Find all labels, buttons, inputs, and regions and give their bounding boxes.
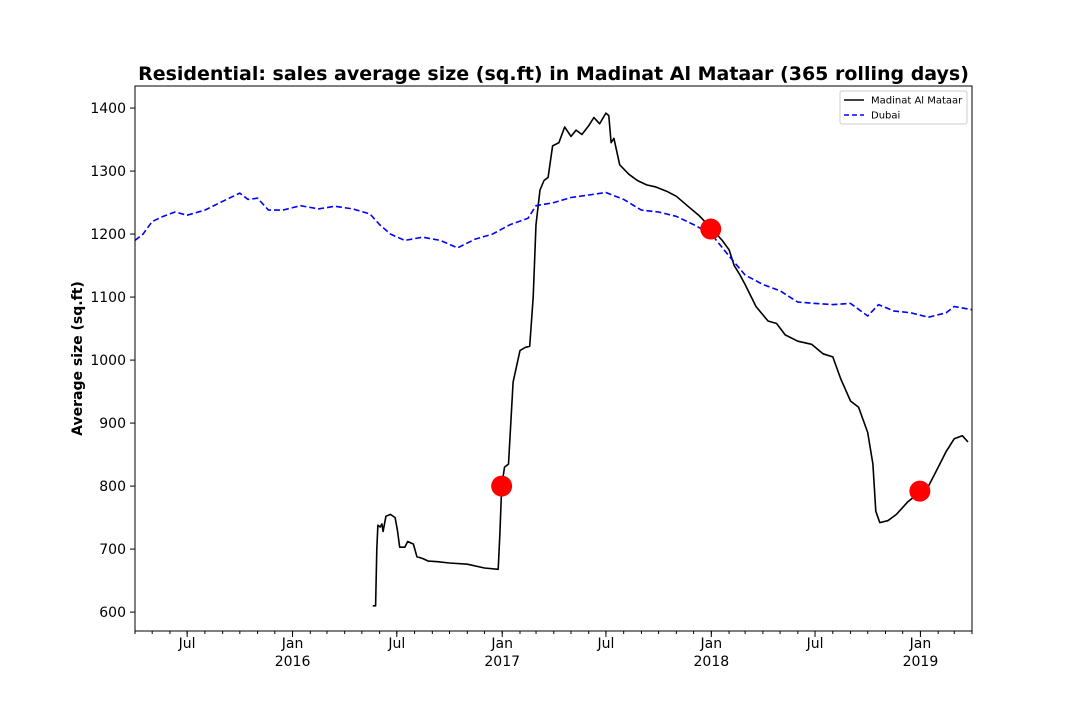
y-tick-label: 800 bbox=[99, 479, 126, 495]
y-tick-label: 1400 bbox=[90, 101, 126, 117]
x-tick-label: Jul bbox=[387, 636, 405, 652]
series-line-dubai bbox=[135, 191, 972, 319]
y-tick-label: 1200 bbox=[90, 227, 126, 243]
y-tick-label: 600 bbox=[99, 605, 126, 621]
plot-frame bbox=[134, 85, 973, 632]
x-tick-label: Jul bbox=[596, 636, 614, 652]
x-tick-label: Jul bbox=[178, 636, 196, 652]
x-tick-label: Jul bbox=[806, 636, 824, 652]
y-tick-label: 1000 bbox=[90, 353, 126, 369]
series-group bbox=[135, 112, 972, 607]
series-line-madinat-al-mataar bbox=[372, 112, 969, 607]
y-tick-label: 900 bbox=[99, 416, 126, 432]
x-tick-year-label: 2017 bbox=[484, 654, 520, 670]
y-tick-label: 700 bbox=[99, 542, 126, 558]
x-tick-year-label: 2019 bbox=[903, 654, 939, 670]
y-axis-label: Average size (sq.ft) bbox=[70, 281, 86, 436]
highlight-marker-1 bbox=[491, 475, 513, 497]
highlight-marker-2 bbox=[700, 218, 722, 240]
x-tick-label: Jan bbox=[281, 636, 304, 652]
x-tick-label: Jan bbox=[909, 636, 932, 652]
legend-box bbox=[839, 90, 968, 125]
y-tick-label: 1300 bbox=[90, 164, 126, 180]
x-tick-year-label: 2018 bbox=[694, 654, 730, 670]
x-tick-label: Jan bbox=[490, 636, 513, 652]
x-tick-year-label: 2016 bbox=[275, 654, 311, 670]
y-tick-label: 1100 bbox=[90, 290, 126, 306]
legend-label: Dubai bbox=[871, 111, 900, 122]
x-tick-label: Jan bbox=[700, 636, 723, 652]
legend-label: Madinat Al Mataar bbox=[871, 96, 963, 107]
legend: Madinat Al Mataar Dubai bbox=[839, 90, 968, 125]
highlight-marker-3 bbox=[909, 480, 931, 502]
plot-area: 600 700 800 900 1000 1100 1200 1300 1400 Jul Jan 20… bbox=[90, 85, 973, 670]
chart-title: Residential: sales average size (sq.ft) … bbox=[138, 63, 969, 85]
